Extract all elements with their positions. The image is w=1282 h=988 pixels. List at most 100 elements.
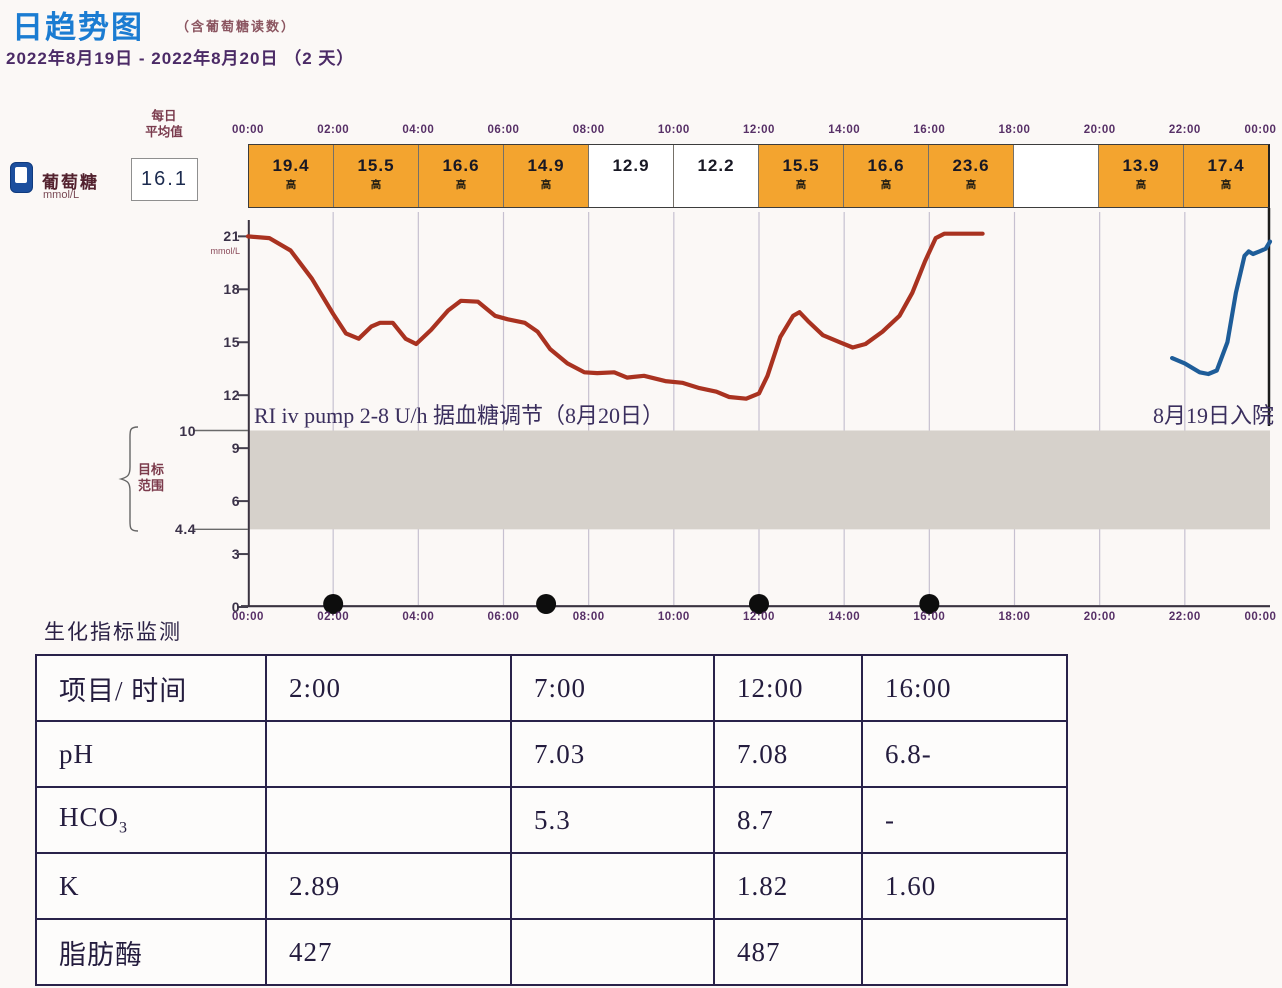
value-cell: 1.60 — [861, 852, 1068, 920]
glucose-strip-cell: 15.5 高 — [333, 145, 418, 207]
table-header-cell: 2:00 — [265, 654, 512, 722]
value-cell: 8.7 — [713, 786, 863, 854]
time-tick-label: 16:00 — [913, 611, 946, 623]
glucose-meter-icon — [10, 162, 33, 193]
time-tick-label: 22:00 — [1168, 611, 1201, 623]
strip-glucose-value: 15.5 — [782, 156, 820, 175]
row-label-cell: pH — [35, 720, 267, 788]
value-cell: 1.82 — [713, 852, 863, 920]
time-tick-label: 08:00 — [572, 124, 605, 136]
y-axis-label: 12 — [223, 387, 240, 404]
time-tick-label: 18:00 — [998, 611, 1031, 623]
value-cell: - — [861, 786, 1068, 854]
daily-average-label-line1: 每日 — [151, 109, 177, 123]
lab-sample-dot — [536, 594, 557, 614]
strip-glucose-value: 12.9 — [612, 156, 650, 175]
high-flag: 高 — [1220, 179, 1232, 191]
glucose-trend-plot — [193, 208, 1273, 614]
high-flag: 高 — [965, 179, 977, 191]
time-tick-label: 04:00 — [402, 124, 435, 136]
row-label-cell: HCO3 — [35, 786, 267, 854]
time-tick-label: 02:00 — [317, 124, 350, 136]
time-tick-label: 08:00 — [572, 611, 605, 623]
value-cell: 2.89 — [265, 852, 512, 920]
time-tick-label: 02:00 — [317, 611, 350, 623]
strip-glucose-value: 16.6 — [867, 156, 905, 175]
y-axis-label: 15 — [223, 334, 240, 351]
time-tick-label: 06:00 — [487, 124, 520, 136]
glucose-strip-cell: 17.4 高 — [1183, 145, 1268, 207]
time-tick-label: 12:00 — [743, 611, 775, 623]
glucose-curve-aug20 — [245, 231, 985, 401]
strip-glucose-value: 13.9 — [1122, 156, 1160, 175]
date-range: 2022年8月19日 - 2022年8月20日 （2 天） — [6, 49, 355, 68]
glucose-strip-cell: 19.4 高 — [249, 145, 333, 207]
high-flag: 高 — [540, 179, 552, 191]
table-row: K 2.89 1.82 1.60 — [35, 852, 1068, 920]
glucose-strip-cell: 15.5 高 — [758, 145, 843, 207]
strip-glucose-value: 19.4 — [272, 156, 310, 175]
high-flag: 高 — [880, 179, 892, 191]
table-header-cell: 项目/ 时间 — [35, 654, 267, 722]
y-axis-label: 6 — [231, 493, 240, 510]
time-tick-label: 18:00 — [998, 124, 1031, 136]
glucose-strip-cell: 14.9 高 — [503, 145, 588, 207]
bihourly-glucose-strip: 19.4 高 15.5 高 16.6 高 14.9 高 12.9 12.2 15.5 高 16.6 高 23… — [248, 144, 1270, 208]
target-range-brace — [118, 426, 139, 532]
time-tick-label: 12:00 — [743, 124, 775, 136]
time-tick-label: 16:00 — [913, 124, 946, 136]
table-header-cell: 16:00 — [861, 654, 1068, 722]
daily-average-label: 每日 平均值 — [114, 108, 214, 140]
time-tick-label: 04:00 — [402, 611, 435, 623]
target-range-label-line1: 目标 — [138, 462, 165, 477]
glucose-strip-cell: 12.9 — [588, 145, 673, 207]
time-tick-label: 00:00 — [1244, 611, 1277, 623]
page-subtitle: （含葡萄糖读数） — [176, 19, 297, 34]
glucose-label: 葡萄糖 — [42, 173, 99, 192]
strip-glucose-value: 16.6 — [442, 156, 480, 175]
value-cell: 6.8- — [861, 720, 1068, 788]
y-axis-label: 3 — [231, 546, 240, 563]
glucose-strip-cell: 16.6 高 — [418, 145, 503, 207]
row-label-cell: 脂肪酶 — [35, 918, 267, 986]
time-tick-label: 14:00 — [828, 611, 861, 623]
time-tick-label: 22:00 — [1168, 124, 1201, 136]
meter-screen — [15, 167, 27, 183]
value-cell: 7.03 — [510, 720, 715, 788]
value-cell: 427 — [265, 918, 512, 986]
page-title: 日趋势图 — [12, 10, 144, 45]
table-row: pH 7.03 7.08 6.8- — [35, 720, 1068, 788]
time-tick-label: 20:00 — [1083, 124, 1116, 136]
biochem-table: 项目/ 时间 2:00 7:00 12:00 16:00 pH 7.03 7.08 6.8- HC… — [35, 654, 1068, 986]
strip-glucose-value: 23.6 — [952, 156, 990, 175]
glucose-unit: mmol/L — [43, 189, 80, 201]
value-cell: 5.3 — [510, 786, 715, 854]
value-cell — [265, 720, 512, 788]
value-cell — [265, 786, 512, 854]
high-flag: 高 — [285, 179, 297, 191]
table-row: HCO3 5.3 8.7- — [35, 786, 1068, 854]
time-tick-label: 00:00 — [232, 611, 264, 623]
y-axis-label: 18 — [223, 281, 240, 298]
annotation-insulin-pump: RI iv pump 2-8 U/h 据血糖调节（8月20日） — [254, 403, 665, 428]
time-tick-label: 14:00 — [828, 124, 861, 136]
table-header-cell: 12:00 — [713, 654, 863, 722]
daily-average-value-box: 16.1 — [131, 158, 198, 201]
glucose-curve-aug19 — [1169, 239, 1273, 377]
target-range-band — [248, 430, 1270, 530]
y-axis-label: 10 — [179, 422, 196, 439]
time-tick-label: 10:00 — [657, 611, 690, 623]
target-range-label-line2: 范围 — [138, 478, 165, 493]
y-axis-label: 9 — [231, 440, 240, 457]
table-header-cell: 7:00 — [510, 654, 715, 722]
y-axis-label: 0 — [231, 599, 240, 615]
value-cell — [510, 852, 715, 920]
value-cell: 487 — [713, 918, 863, 986]
high-flag: 高 — [795, 179, 807, 191]
lab-sample-dot — [323, 594, 344, 614]
biochem-section-title: 生化指标监测 — [44, 620, 182, 644]
glucose-strip-cell: 23.6 高 — [928, 145, 1013, 207]
glucose-strip-cell: 16.6 高 — [843, 145, 928, 207]
y-axis-label: 4.4 — [175, 521, 196, 538]
value-cell: 7.08 — [713, 720, 863, 788]
